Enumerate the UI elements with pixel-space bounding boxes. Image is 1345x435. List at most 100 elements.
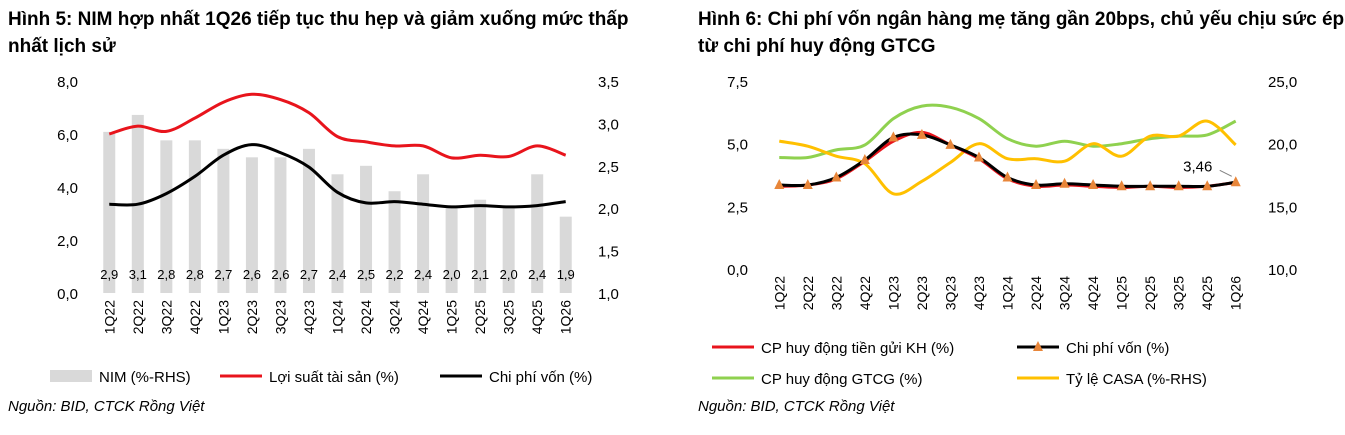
x-tick-label: 2Q23 [914, 276, 930, 310]
x-tick-label: 2Q22 [130, 300, 146, 334]
chi-phi-von-marker [1145, 180, 1156, 191]
chart-source: Nguồn: BID, CTCK Rồng Việt [8, 398, 205, 415]
x-tick-label: 1Q25 [444, 300, 460, 334]
x-tick-label: 2Q24 [358, 300, 374, 334]
x-tick-label: 3Q22 [158, 300, 174, 334]
x-tick-label: 1Q22 [771, 276, 787, 310]
nim-bar [559, 216, 572, 293]
nim-bar-label: 2,4 [528, 267, 546, 282]
nim-bar-label: 1,9 [557, 267, 575, 282]
y-left-tick-label: 6,0 [57, 127, 78, 144]
x-tick-label: 4Q23 [971, 276, 987, 310]
chi-phi-von-marker [859, 153, 870, 164]
x-tick-label: 2Q23 [244, 300, 260, 334]
x-tick-label: 3Q23 [272, 300, 288, 334]
chi-phi-von-marker [1116, 180, 1127, 191]
x-tick-label: 3Q25 [501, 300, 517, 334]
nim-bar [245, 157, 258, 293]
chi-phi-von-marker [1230, 176, 1241, 187]
x-tick-label: 4Q25 [1199, 276, 1215, 310]
x-tick-label: 3Q25 [1171, 276, 1187, 310]
x-tick-label: 4Q23 [301, 300, 317, 334]
y-right-tick-label: 10,0 [1268, 262, 1297, 279]
chart-source: Nguồn: BID, CTCK Rồng Việt [698, 398, 895, 415]
nim-chart: 0,0 2,0 4,0 6,0 8,0 1,0 1,5 2,0 2,5 3,0 3,5 2,9 3,1 2… [50, 74, 619, 386]
x-tick-label: 1Q24 [330, 300, 346, 334]
nim-bar-label: 2,8 [186, 267, 204, 282]
x-tick-label: 3Q22 [828, 276, 844, 310]
x-tick-label: 3Q24 [387, 300, 403, 334]
nim-bar-label: 2,0 [443, 267, 461, 282]
x-tick-label: 4Q24 [415, 300, 431, 334]
series-line [109, 143, 566, 209]
nim-bar [388, 191, 401, 293]
chi-phi-von-marker [1088, 179, 1099, 190]
nim-bar-label: 2,0 [500, 267, 518, 282]
chi-phi-von-marker [1059, 177, 1070, 188]
x-tick-label: 1Q25 [1114, 276, 1130, 310]
y-left-tick-label: 2,0 [57, 233, 78, 250]
nim-bar [360, 165, 373, 293]
nim-bar-label: 2,6 [243, 267, 261, 282]
nim-bar [103, 131, 116, 293]
legend-label: CP huy động tiền gửi KH (%) [761, 340, 954, 357]
nim-bar-label: 2,9 [100, 267, 118, 282]
annotation-leader [1219, 169, 1232, 177]
chi-phi-von-marker [774, 179, 785, 190]
x-tick-label: 1Q26 [558, 300, 574, 334]
legend-label: Lợi suất tài sản (%) [269, 369, 399, 386]
nim-bar-label: 2,6 [271, 267, 289, 282]
chi-phi-von-marker [945, 138, 956, 149]
x-tick-label: 1Q23 [215, 300, 231, 334]
chi-phi-von-marker [1202, 180, 1213, 191]
legend-label: Chi phí vốn (%) [489, 369, 592, 386]
legend-label: NIM (%-RHS) [99, 369, 191, 386]
y-right-tick-label: 2,0 [598, 201, 619, 218]
nim-bar [217, 148, 230, 293]
chi-phi-von-marker [831, 171, 842, 182]
chi-phi-von-marker [1002, 171, 1013, 182]
nim-bar-label: 2,4 [328, 267, 346, 282]
x-tick-label: 1Q24 [1000, 276, 1016, 310]
x-tick-label: 2Q22 [800, 276, 816, 310]
nim-bar-label: 2,2 [386, 267, 404, 282]
x-tick-label: 4Q25 [529, 300, 545, 334]
x-tick-label: 1Q26 [1228, 276, 1244, 310]
legend-marker-cost-of-funds [1033, 341, 1043, 351]
y-left-tick-label: 7,5 [727, 74, 748, 91]
y-right-tick-label: 3,5 [598, 74, 619, 91]
nim-bar [331, 174, 344, 293]
y-left-tick-label: 5,0 [727, 137, 748, 154]
x-tick-label: 3Q23 [942, 276, 958, 310]
x-tick-label: 2Q25 [472, 300, 488, 334]
chi-phi-von-marker [1173, 180, 1184, 191]
nim-bar-label: 2,7 [214, 267, 232, 282]
nim-bar-label: 2,4 [414, 267, 432, 282]
chi-phi-von-marker [888, 131, 899, 142]
y-right-tick-label: 1,0 [598, 286, 619, 303]
chi-phi-von-marker [973, 151, 984, 162]
nim-bar [302, 148, 315, 293]
chi-phi-von-marker [802, 179, 813, 190]
y-right-tick-label: 25,0 [1268, 74, 1297, 91]
nim-bar [474, 199, 487, 293]
x-tick-label: 2Q24 [1028, 276, 1044, 310]
y-left-tick-label: 0,0 [727, 262, 748, 279]
chart-title: Hình 5: NIM hợp nhất 1Q26 tiếp tục thu h… [8, 9, 629, 57]
series-line [779, 119, 1237, 196]
y-right-tick-label: 1,5 [598, 244, 619, 261]
nim-bar [502, 208, 515, 293]
series-line [779, 103, 1237, 160]
x-tick-label: 1Q22 [101, 300, 117, 334]
nim-bar-label: 2,5 [357, 267, 375, 282]
nim-bar-label: 2,8 [157, 267, 175, 282]
series-line [108, 92, 567, 160]
x-tick-label: 4Q24 [1085, 276, 1101, 310]
y-right-tick-label: 15,0 [1268, 199, 1297, 216]
y-left-tick-label: 8,0 [57, 74, 78, 91]
annotation-label: 3,46 [1183, 158, 1212, 175]
nim-bar [160, 140, 173, 293]
legend-swatch-nim [50, 370, 92, 382]
x-tick-label: 4Q22 [187, 300, 203, 334]
chart-title: Hình 6: Chi phí vốn ngân hàng mẹ tăng gầ… [698, 9, 1345, 57]
